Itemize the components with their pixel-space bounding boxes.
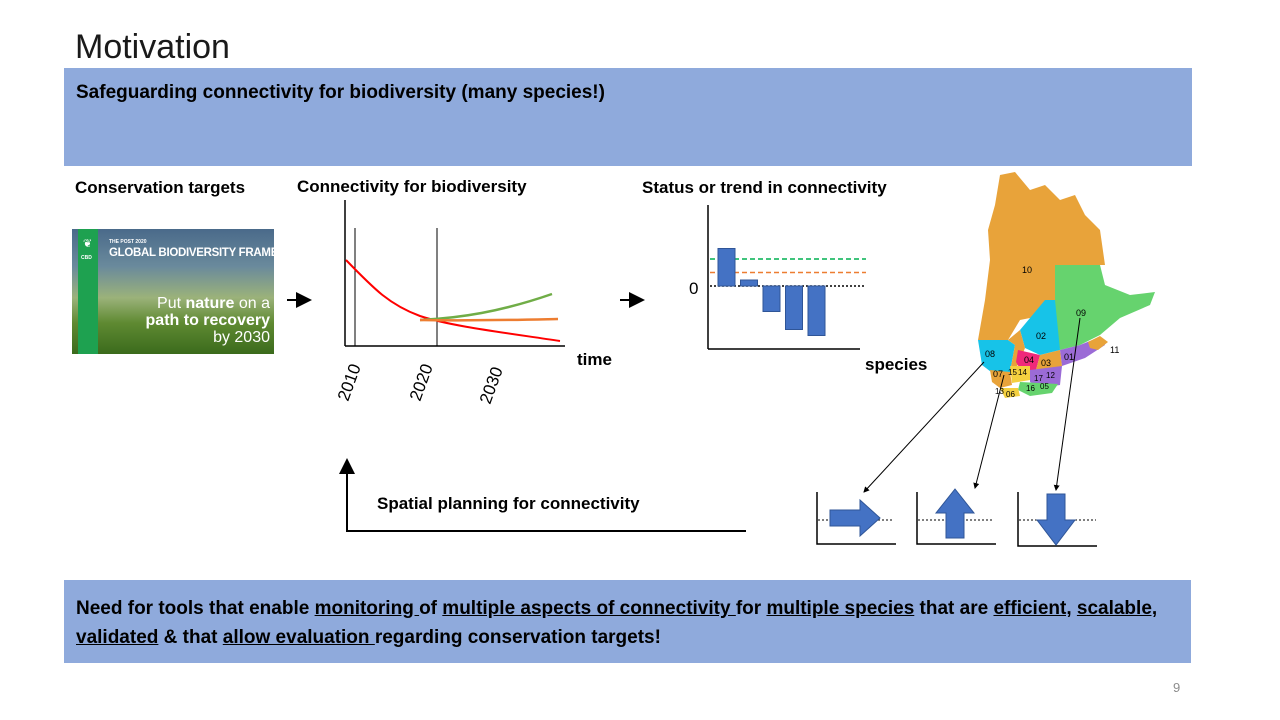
series-orange-line: [419, 317, 559, 322]
planning-feedback-arrow: [339, 458, 746, 532]
leader-line-07: [973, 374, 1005, 489]
region-09: [1055, 265, 1155, 350]
species-bar: [717, 248, 736, 287]
connectivity-chart-title: Connectivity for biodiversity: [297, 177, 527, 196]
bottom-text-part: of: [419, 598, 443, 619]
map-label-04: 04: [1024, 355, 1034, 365]
x-tick-2020: 2020: [406, 361, 437, 403]
top-callout-text: Safeguarding connectivity for biodiversi…: [76, 82, 605, 103]
spatial-planning-label: Spatial planning for connectivity: [377, 494, 640, 513]
slide-title: Motivation: [75, 28, 230, 66]
map-label-11: 11: [1110, 345, 1119, 355]
underlined-allow-evaluation: allow evaluation: [222, 627, 375, 648]
map-label-02: 02: [1036, 331, 1046, 341]
trend-stable-panel: [816, 492, 896, 545]
zero-tick-label: 0: [689, 279, 699, 298]
leaf-icon: ❦: [83, 238, 93, 250]
gbf-tag-pre: Put: [157, 295, 186, 312]
region-11: [1088, 336, 1108, 350]
bottom-text-part: that are: [914, 598, 994, 619]
up-arrow-icon: [934, 488, 976, 539]
map-label-03: 03: [1041, 358, 1051, 368]
underlined-monitoring: monitoring: [314, 598, 420, 619]
down-arrow-icon: [1035, 493, 1077, 546]
region-03: [1036, 350, 1062, 372]
cbd-strip: ❦ CBD: [78, 229, 98, 354]
underlined-efficient: efficient,: [993, 598, 1072, 619]
region-02: [1020, 300, 1060, 355]
status-trend-bar-chart: [707, 205, 866, 350]
underlined-scalable-validated: scalable, validated: [76, 598, 1158, 648]
map-label-01: 01: [1064, 352, 1074, 362]
species-bar: [740, 279, 758, 287]
bottom-text-part: regarding conservation targets!: [374, 627, 661, 648]
bottom-callout-text: Need for tools that enable monitoring of…: [76, 594, 1181, 652]
gbf-small-text: THE POST 2020: [109, 239, 147, 245]
species-axis-label: species: [865, 355, 928, 374]
trend-increase-panel: [916, 488, 996, 545]
species-bar: [762, 285, 781, 312]
gbf-tag-line2: path to recovery: [145, 312, 270, 329]
map-label-12: 12: [1046, 371, 1055, 380]
bottom-text-part: for: [735, 598, 767, 619]
map-label-16: 16: [1026, 384, 1035, 393]
region-06-13: [1000, 388, 1020, 398]
map-label-09: 09: [1076, 308, 1086, 318]
page-number: 9: [1173, 680, 1181, 695]
conservation-targets-label: Conservation targets: [75, 178, 246, 197]
bottom-callout-box: Need for tools that enable monitoring of…: [64, 580, 1191, 663]
gbf-title: GLOBAL BIODIVERSITY FRAMEWORK: [109, 247, 274, 259]
gbf-tagline: Put nature on a path to recovery by 2030: [146, 295, 270, 346]
gbf-tag-post: on a: [234, 295, 270, 312]
gbf-banner-image: ❦ CBD THE POST 2020 GLOBAL BIODIVERSITY …: [72, 229, 274, 354]
leader-line-09: [1053, 317, 1081, 491]
region-10: [978, 172, 1105, 340]
series-green-line: [419, 292, 553, 322]
quebec-regions-map: 10 09 02 11 08 04 03 01 07 15 14 17 12 1…: [978, 172, 1155, 399]
bottom-text-part: & that: [158, 627, 223, 648]
region-16-05: [1018, 382, 1058, 396]
region-07: [990, 370, 1012, 388]
leader-line-08: [863, 361, 985, 493]
bottom-text-part: Need for tools that enable: [76, 598, 315, 619]
map-label-07: 07: [993, 369, 1003, 379]
x-tick-2010: 2010: [334, 361, 365, 403]
region-08: [978, 340, 1015, 375]
map-label-08: 08: [985, 349, 995, 359]
cbd-logo-text: CBD: [81, 255, 92, 261]
map-label-15: 15: [1008, 368, 1017, 377]
region-12-17: [1030, 366, 1062, 388]
top-callout-box: Safeguarding connectivity for biodiversi…: [64, 68, 1192, 166]
underlined-multiple-species: multiple species: [766, 598, 915, 619]
map-label-05: 05: [1040, 382, 1049, 391]
connectivity-line-chart: 2010 2020 2030: [334, 200, 565, 406]
x-tick-2030: 2030: [476, 364, 507, 406]
right-arrow-icon: [829, 498, 881, 538]
gbf-tag-line3: by 2030: [213, 329, 270, 346]
map-label-06: 06: [1006, 390, 1015, 399]
map-label-10: 10: [1022, 265, 1032, 275]
species-bar: [785, 285, 803, 330]
underlined-multiple-aspects: multiple aspects of connectivity: [442, 598, 736, 619]
species-bar: [807, 285, 826, 336]
trend-decrease-panel: [1017, 492, 1097, 547]
gbf-tag-bold: nature: [185, 295, 235, 312]
map-label-14: 14: [1018, 368, 1027, 377]
status-trend-chart-title: Status or trend in connectivity: [642, 178, 887, 197]
series-red-line: [345, 259, 561, 342]
region-08b: [1008, 330, 1025, 372]
time-axis-label: time: [577, 350, 612, 369]
map-label-17: 17: [1034, 374, 1043, 383]
region-15-14: [1010, 366, 1030, 383]
